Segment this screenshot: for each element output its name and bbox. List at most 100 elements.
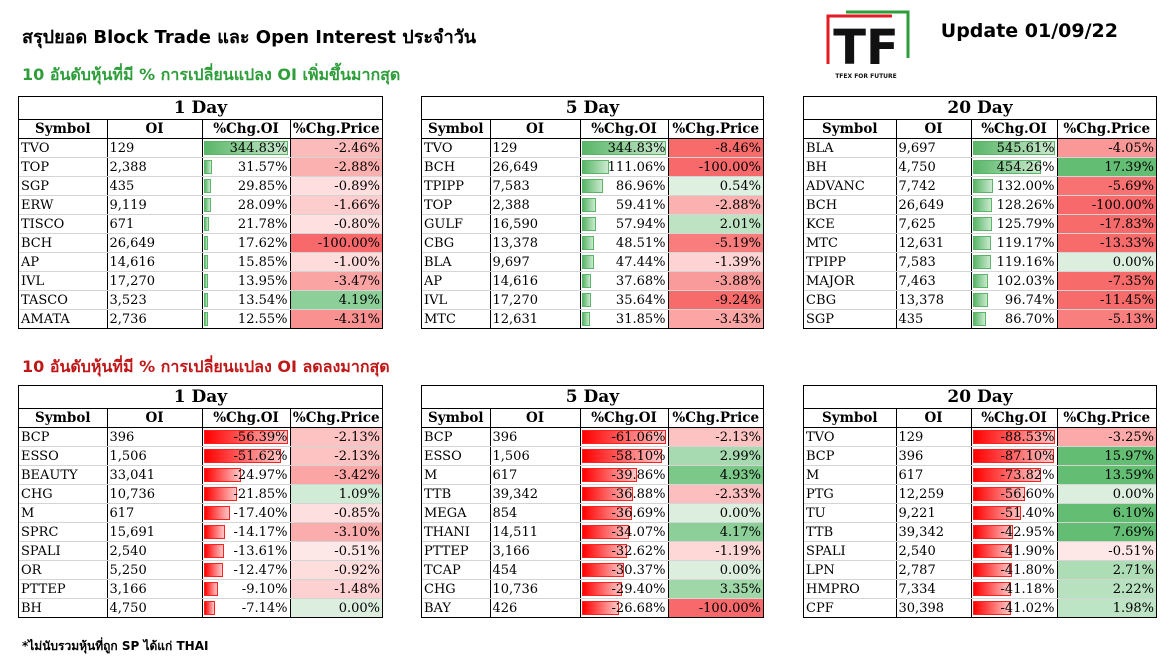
symbol-cell: TU: [804, 503, 897, 523]
symbol-cell: THANI: [422, 522, 491, 542]
oi-cell: 7,463: [896, 271, 972, 291]
chg-oi-value: 31.57%: [237, 159, 288, 175]
table-row: TOP 2,388 59.41% -2.88%: [422, 195, 763, 215]
chg-oi-data-bar: [972, 601, 1011, 615]
symbol-cell: GULF: [422, 214, 491, 234]
chg-oi-value: 21.78%: [237, 216, 288, 232]
oi-cell: 396: [107, 427, 203, 447]
chg-price-cell: -1.39%: [668, 252, 763, 272]
chg-price-cell: -4.31%: [290, 309, 382, 328]
chg-price-cell: 2.71%: [1057, 560, 1156, 580]
symbol-cell: TVO: [19, 138, 108, 158]
chg-oi-cell: 37.68%: [580, 271, 669, 291]
chg-oi-data-bar: [203, 544, 224, 558]
chg-oi-value: 86.96%: [615, 178, 666, 194]
chg-oi-data-bar: [581, 160, 609, 174]
chg-oi-cell: 59.41%: [580, 195, 669, 215]
oi-cell: 26,649: [107, 233, 203, 253]
chg-oi-cell: -12.47%: [202, 560, 291, 580]
chg-price-cell: 13.59%: [1057, 465, 1156, 485]
table-row: PTTEP 3,166 -32.62% -1.19%: [422, 541, 763, 561]
symbol-cell: ERW: [19, 195, 108, 215]
chg-price-cell: -3.42%: [290, 465, 382, 485]
oi-cell: 2,540: [896, 541, 972, 561]
chg-oi-value: -36.69%: [611, 505, 666, 521]
symbol-cell: AMATA: [19, 309, 108, 328]
oi-cell: 14,616: [107, 252, 203, 272]
chg-oi-cell: 128.26%: [971, 195, 1058, 215]
chg-oi-data-bar: [581, 217, 596, 231]
table-row: MEGA 854 -36.69% 0.00%: [422, 503, 763, 523]
chg-oi-value: -87.10%: [1000, 448, 1055, 464]
table-row: HMPRO 7,334 -41.18% 2.22%: [804, 579, 1156, 599]
symbol-cell: SPALI: [804, 541, 897, 561]
symbol-cell: BLA: [422, 252, 491, 272]
chg-price-cell: -5.13%: [1057, 309, 1156, 328]
chg-price-cell: 3.35%: [668, 579, 763, 599]
col-header-oi: OI: [107, 409, 203, 428]
symbol-cell: MTC: [804, 233, 897, 253]
oi-cell: 1,506: [490, 446, 581, 466]
chg-oi-data-bar: [581, 449, 662, 463]
oi-cell: 617: [490, 465, 581, 485]
chg-oi-value: 13.95%: [237, 273, 288, 289]
chg-oi-value: -24.97%: [233, 467, 288, 483]
col-header-chg-price: %Chg.Price: [668, 409, 763, 428]
chg-oi-data-bar: [581, 236, 594, 250]
chg-price-cell: -100.00%: [668, 598, 763, 617]
svg-text:TFEX FOR FUTURE: TFEX FOR FUTURE: [835, 73, 897, 80]
chg-oi-cell: 57.94%: [580, 214, 669, 234]
table-row: MTC 12,631 31.85% -3.43%: [422, 309, 763, 328]
col-header-chg-oi: %Chg.OI: [580, 120, 669, 139]
chg-oi-value: 96.74%: [1004, 292, 1055, 308]
symbol-cell: CBG: [422, 233, 491, 253]
chg-oi-cell: 86.96%: [580, 176, 669, 196]
chg-oi-cell: -30.37%: [580, 560, 669, 580]
chg-oi-value: -36.88%: [611, 486, 666, 502]
chg-oi-value: 128.26%: [996, 197, 1055, 213]
chg-price-cell: -2.88%: [668, 195, 763, 215]
col-header-oi: OI: [896, 120, 972, 139]
symbol-cell: BCP: [422, 427, 491, 447]
oi-cell: 9,119: [107, 195, 203, 215]
table-row: AP 14,616 15.85% -1.00%: [19, 252, 382, 272]
oi-cell: 129: [490, 138, 581, 158]
table-row: BCH 26,649 17.62% -100.00%: [19, 233, 382, 253]
chg-price-cell: -11.45%: [1057, 290, 1156, 310]
oi-cell: 13,378: [490, 233, 581, 253]
symbol-cell: M: [422, 465, 491, 485]
symbol-cell: SPALI: [19, 541, 108, 561]
chg-oi-cell: -51.40%: [971, 503, 1058, 523]
chg-oi-cell: -17.40%: [202, 503, 291, 523]
oi-cell: 129: [896, 427, 972, 447]
oi-cell: 14,616: [490, 271, 581, 291]
chg-oi-data-bar: [972, 160, 1041, 174]
chg-oi-data-bar: [581, 525, 629, 539]
col-header-oi: OI: [490, 409, 581, 428]
footnote: *ไม่นับรวมหุ้นที่ถูก SP ได้แก่ THAI: [22, 639, 209, 653]
chg-price-cell: 0.00%: [668, 560, 763, 580]
update-date: Update 01/09/22: [940, 20, 1118, 42]
oi-cell: 14,511: [490, 522, 581, 542]
chg-price-cell: -100.00%: [290, 233, 382, 253]
col-header-chg-oi: %Chg.OI: [971, 409, 1058, 428]
chg-oi-value: -29.40%: [611, 581, 666, 597]
symbol-cell: BH: [19, 598, 108, 617]
chg-oi-value: 86.70%: [1004, 311, 1055, 327]
chg-oi-data-bar: [581, 255, 594, 269]
symbol-cell: HMPRO: [804, 579, 897, 599]
chg-price-cell: 4.19%: [290, 290, 382, 310]
chg-price-cell: -0.89%: [290, 176, 382, 196]
chg-price-cell: -2.88%: [290, 157, 382, 177]
chg-oi-data-bar: [581, 544, 627, 558]
chg-oi-data-bar: [581, 198, 596, 212]
oi-cell: 5,250: [107, 560, 203, 580]
oi-cell: 426: [490, 598, 581, 617]
chg-oi-cell: 28.09%: [202, 195, 291, 215]
chg-oi-value: -17.40%: [233, 505, 288, 521]
table-decrease-20day: 20 Day Symbol OI %Chg.OI %Chg.Price TVO 129 -88…: [803, 385, 1157, 618]
chg-oi-cell: -42.95%: [971, 522, 1058, 542]
chg-price-cell: -2.13%: [290, 446, 382, 466]
oi-cell: 617: [896, 465, 972, 485]
chg-price-cell: 0.00%: [1057, 484, 1156, 504]
